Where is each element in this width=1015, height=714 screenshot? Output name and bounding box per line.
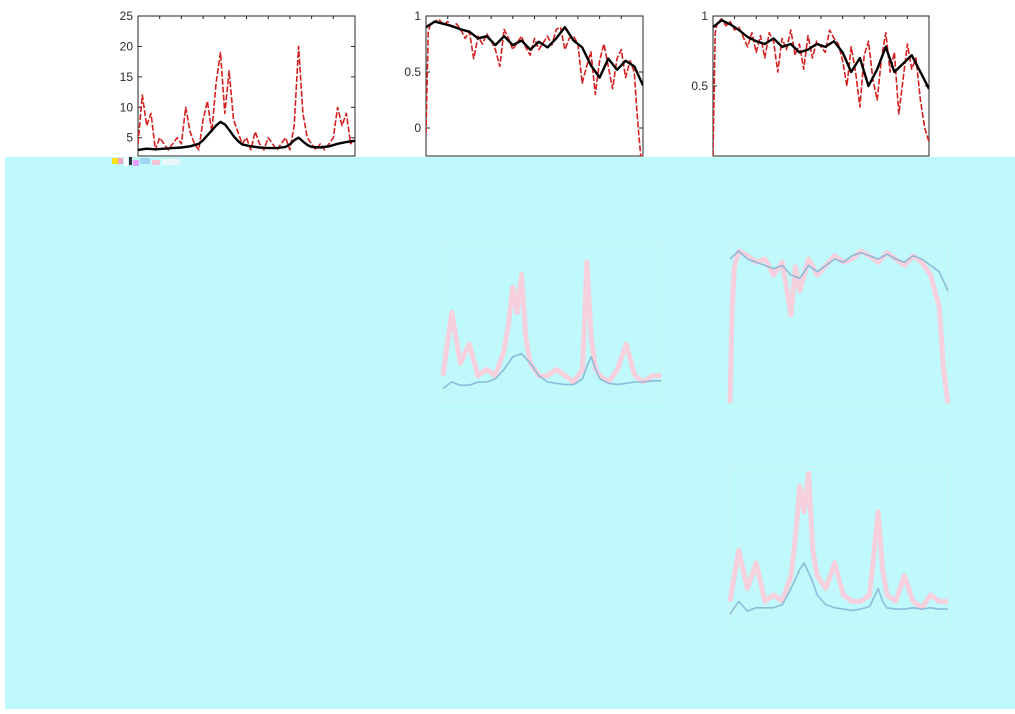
glitch-artifact-strip [112,156,180,166]
black-smooth-series [138,120,355,152]
y-tick-label: 25 [120,9,134,23]
middle-right-ghost-panel [727,242,951,404]
top-middle-panel: 00.51 [404,9,644,157]
y-tick-label: 0.5 [404,65,421,79]
y-tick-label: 20 [120,39,134,53]
y-tick-label: 15 [120,70,134,84]
y-tick-label: 1 [701,9,708,23]
middle-middle-ghost-panel [440,242,662,402]
ghost-red-series [727,470,948,611]
red-dashed-series [138,45,355,151]
top-right-panel: 0.51 [691,9,930,157]
bottom-right-ghost-panel [727,466,949,628]
ghost-blue-series [729,250,949,292]
plot-frame [137,15,356,157]
plot-frame [425,15,644,157]
top-left-panel: 5 10 15 20 25 [120,9,356,157]
red-dashed-series [426,18,643,156]
y-tick-label: 1 [414,9,421,23]
y-tick-label: 0.5 [691,79,708,93]
red-dashed-series [713,17,929,156]
y-tick-label: 0 [414,121,421,135]
y-tick-label: 10 [120,100,134,114]
y-tick-label: 5 [126,131,133,145]
black-smooth-series [713,19,929,90]
ghost-blue-series [729,562,948,615]
ghost-red-series [727,248,951,404]
ghost-frame [442,242,662,402]
ghost-frame [729,242,949,404]
ghost-blue-series [442,352,661,390]
ghost-red-series [440,259,661,385]
ghost-plots-layer [440,242,951,628]
ghost-frame [729,466,949,628]
cyan-overlay-region [5,157,1015,709]
black-smooth-series [426,20,643,86]
